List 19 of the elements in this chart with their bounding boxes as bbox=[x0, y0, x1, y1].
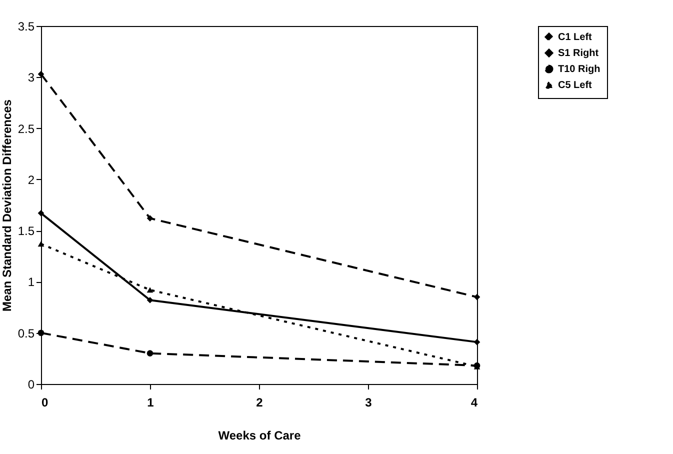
legend-label: S1 Right bbox=[558, 48, 600, 59]
y-tick-label: 1.5 bbox=[18, 224, 35, 238]
legend-label: C5 Left bbox=[558, 80, 593, 91]
y-axis-title: Mean Standard Deviation Differences bbox=[0, 99, 14, 312]
legend-label: C1 Left bbox=[558, 32, 593, 43]
y-tick-label: 1 bbox=[28, 275, 35, 290]
legend-label: T10 Righ bbox=[558, 64, 600, 75]
y-tick-label: 3.5 bbox=[18, 20, 35, 34]
y-tick-label: 2 bbox=[28, 172, 35, 187]
x-tick-label: 2 bbox=[256, 396, 264, 410]
x-axis-title: Weeks of Care bbox=[218, 428, 302, 442]
x-tick-label: 0 bbox=[42, 396, 48, 410]
x-tick-label: 3 bbox=[365, 396, 372, 410]
y-tick-label: 0 bbox=[28, 378, 35, 392]
y-tick-label: 2.5 bbox=[18, 122, 35, 136]
y-tick-label: 0.5 bbox=[18, 326, 35, 340]
y-tick-label: 3 bbox=[28, 70, 35, 85]
x-tick-label: 4 bbox=[470, 396, 478, 410]
x-tick-label: 1 bbox=[147, 396, 154, 410]
